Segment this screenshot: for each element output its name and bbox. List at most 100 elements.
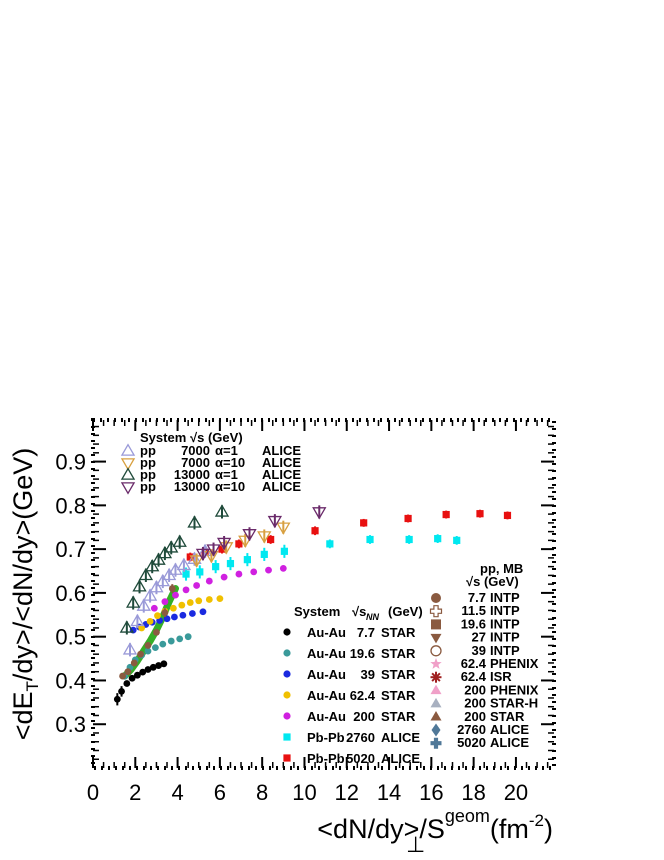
legend-aa-exp: STAR — [381, 646, 416, 661]
legend-aa-energy: 62.4 — [350, 688, 376, 703]
data-point — [149, 580, 164, 593]
legend-mb-marker — [430, 671, 442, 683]
data-point — [171, 613, 178, 621]
data-point — [267, 515, 283, 529]
legend-mb-marker — [430, 684, 442, 695]
data-point — [159, 640, 167, 648]
data-point — [186, 553, 194, 561]
data-point — [257, 531, 272, 544]
legend-aa-marker — [283, 712, 291, 720]
legend-mb-exp: ISR — [490, 669, 512, 684]
data-point — [137, 650, 144, 658]
x-tick-label: 0 — [87, 780, 99, 805]
legend-pp-exp: ALICE — [262, 455, 301, 470]
data-point — [195, 597, 203, 605]
series-group — [195, 505, 327, 562]
data-point — [150, 604, 158, 612]
data-point — [220, 573, 228, 581]
legend-aa-marker — [283, 649, 291, 657]
legend-mb-marker — [429, 605, 443, 618]
data-point — [193, 582, 201, 589]
data-point — [179, 611, 187, 619]
series-group — [119, 504, 230, 635]
legend-mb-exp: STAR-H — [490, 696, 538, 711]
data-point — [216, 595, 224, 602]
legend-mb-exp: PHENIX — [490, 682, 539, 697]
series-group — [119, 584, 176, 680]
data-point — [130, 659, 138, 667]
legend-aa-energy: 7.7 — [357, 625, 375, 640]
data-point — [243, 556, 251, 564]
legend-mb-exp: ALICE — [490, 722, 529, 737]
legend-mb-marker — [430, 633, 442, 644]
legend-pp-alpha: α=10 — [215, 479, 245, 494]
legend-mb-header-title: pp, MB — [480, 561, 523, 576]
axis-ticks: 0 2 4 6 8 10 12 14 16 18 20 0.3 0.4 0.5 0.6 0.7 0.8 0.9 — [55, 420, 554, 805]
legend-aa-sys: Au-Au — [307, 625, 346, 640]
data-point — [122, 642, 138, 655]
data-point — [326, 540, 334, 548]
data-point — [442, 510, 450, 519]
data-point — [167, 637, 175, 645]
legend-aa-marker — [283, 628, 291, 636]
legend-pp-energy: 7000 — [181, 443, 210, 458]
legend-aa: System √s NN (GeV) Au-Au 7.7 STAR Au-Au 19.6 STAR… — [283, 604, 423, 766]
y-tick-label: 0.5 — [55, 625, 86, 650]
data-point — [160, 660, 168, 668]
data-point — [188, 610, 196, 617]
data-point — [168, 585, 176, 592]
data-point — [235, 570, 243, 578]
legend-mb-exp: INTP — [490, 630, 520, 645]
data-point — [235, 540, 243, 548]
legend-mb-exp: ALICE — [490, 735, 529, 750]
legend-mb-marker — [430, 711, 442, 721]
data-series — [113, 504, 512, 706]
data-point — [267, 535, 275, 544]
legend-mb-marker — [431, 619, 441, 630]
data-point — [199, 608, 207, 616]
y-axis-label: <dET/dy>/<dN/dy>(GeV) — [8, 448, 42, 741]
series-group — [113, 660, 168, 706]
data-point — [405, 535, 413, 544]
data-point — [503, 511, 512, 520]
data-point — [138, 624, 146, 632]
legend-aa-marker — [283, 733, 291, 741]
legend-mb-energy: 7.7 — [468, 590, 486, 605]
data-point — [182, 586, 190, 594]
data-point — [276, 522, 291, 535]
legend-pp-sys: pp — [140, 479, 156, 494]
data-point — [146, 617, 154, 625]
legend-mb-energy: 2760 — [457, 722, 486, 737]
legend-pp-exp: ALICE — [262, 467, 301, 482]
legend-mb-energy: 11.5 — [461, 603, 486, 618]
legend-aa-header-sub: NN — [366, 612, 379, 622]
legend-mb-exp: PHENIX — [490, 656, 539, 671]
data-point — [161, 598, 169, 606]
data-point — [151, 644, 159, 652]
y-tick-label: 0.9 — [55, 450, 86, 475]
legend-mb-marker — [431, 593, 441, 603]
data-point — [196, 568, 204, 576]
legend-pp-marker — [120, 482, 136, 495]
data-point — [142, 588, 158, 601]
data-point — [238, 535, 253, 548]
data-point — [118, 687, 125, 695]
legend-pp-header-sqrt: √s (GeV) — [190, 430, 243, 445]
data-point — [182, 570, 190, 578]
legend-aa-sys: Pb-Pb — [307, 730, 345, 745]
legend-aa-header-sqrt: √s — [352, 604, 366, 619]
legend-mb-energy: 62.4 — [461, 656, 487, 671]
data-point — [144, 642, 152, 649]
legend-pp-alpha: α=1 — [215, 467, 238, 482]
legend-mb-energy: 39 — [472, 643, 486, 658]
data-point — [153, 628, 160, 636]
data-point — [149, 663, 157, 671]
legend-pp: System √s (GeV) pp 7000 α=1 ALICE pp 7000 α=10 AL… — [120, 430, 301, 495]
data-point — [113, 695, 121, 703]
legend-aa-exp: STAR — [381, 667, 416, 682]
legend-aa-header-unit: (GeV) — [388, 604, 423, 619]
legend-aa-energy: 19.6 — [350, 646, 375, 661]
data-point — [205, 577, 213, 585]
data-point — [151, 552, 166, 565]
y-tick-label: 0.7 — [55, 537, 86, 562]
